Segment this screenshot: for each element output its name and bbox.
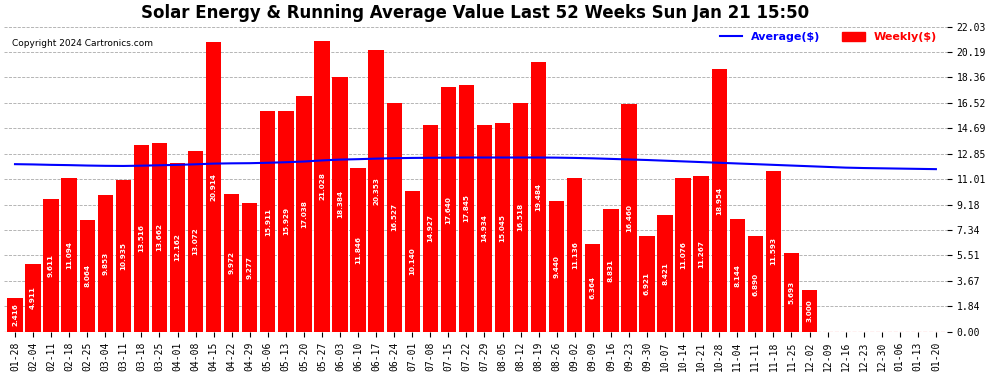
Text: 13.516: 13.516 [139,224,145,252]
Bar [603,209,619,332]
Bar [585,244,601,332]
Bar [747,236,763,332]
Bar [549,201,564,332]
Text: 20.353: 20.353 [373,177,379,205]
Text: 15.929: 15.929 [283,207,289,236]
Bar [26,264,41,332]
Bar [134,144,149,332]
Bar [423,125,438,332]
Text: 14.934: 14.934 [481,214,487,242]
Bar [657,215,673,332]
Bar [765,171,781,332]
Text: 18.954: 18.954 [716,186,723,214]
Text: 12.162: 12.162 [174,234,180,261]
Bar [333,77,347,332]
Text: 18.384: 18.384 [337,190,343,218]
Text: Copyright 2024 Cartronics.com: Copyright 2024 Cartronics.com [12,39,152,48]
Bar [224,194,240,332]
Text: 17.845: 17.845 [463,194,469,222]
Text: 15.911: 15.911 [264,207,271,236]
Bar [531,62,546,332]
Bar [458,85,474,332]
Bar [206,42,222,332]
Bar [712,69,727,332]
Text: 8.421: 8.421 [662,262,668,285]
Text: 6.890: 6.890 [752,273,758,296]
Bar [386,103,402,332]
Bar [567,177,582,332]
Bar [296,96,312,332]
Text: 13.072: 13.072 [193,227,199,255]
Text: 15.045: 15.045 [500,213,506,242]
Text: 14.927: 14.927 [428,214,434,242]
Bar [44,199,58,332]
Bar [784,253,799,332]
Text: 8.064: 8.064 [84,264,90,287]
Text: 19.484: 19.484 [536,183,542,211]
Text: 20.914: 20.914 [211,173,217,201]
Bar [495,123,510,332]
Bar [260,111,275,332]
Text: 16.460: 16.460 [626,204,632,232]
Text: 9.440: 9.440 [553,255,559,278]
Text: 6.364: 6.364 [590,276,596,299]
Bar [441,87,456,332]
Bar [405,191,420,332]
Bar [693,176,709,332]
Bar [350,168,365,332]
Bar [622,104,637,332]
Text: 9.972: 9.972 [229,251,235,274]
Title: Solar Energy & Running Average Value Last 52 Weeks Sun Jan 21 15:50: Solar Energy & Running Average Value Las… [142,4,810,22]
Bar [79,220,95,332]
Text: 8.144: 8.144 [735,264,741,287]
Text: 11.076: 11.076 [680,241,686,269]
Text: 9.611: 9.611 [49,254,54,277]
Bar [513,103,529,332]
Bar [61,178,77,332]
Bar [477,125,492,332]
Text: 10.935: 10.935 [121,242,127,270]
Text: 17.640: 17.640 [446,196,451,223]
Text: 16.518: 16.518 [518,203,524,231]
Text: 8.831: 8.831 [608,259,614,282]
Text: 9.277: 9.277 [247,256,252,279]
Bar [7,298,23,332]
Bar [170,163,185,332]
Text: 11.846: 11.846 [355,236,361,264]
Bar [278,111,293,332]
Text: 17.038: 17.038 [301,200,307,228]
Text: 11.267: 11.267 [698,240,704,268]
Bar [730,219,744,332]
Text: 16.527: 16.527 [391,203,397,231]
Text: 9.853: 9.853 [102,252,108,275]
Bar [675,178,691,332]
Bar [98,195,113,332]
Text: 2.416: 2.416 [12,304,18,327]
Bar [368,50,384,332]
Legend: Average($), Weekly($): Average($), Weekly($) [715,28,941,46]
Text: 11.593: 11.593 [770,237,776,266]
Bar [314,40,330,332]
Bar [116,180,131,332]
Bar [243,203,257,332]
Text: 3.000: 3.000 [807,300,813,322]
Bar [188,151,203,332]
Text: 21.028: 21.028 [319,172,325,200]
Bar [802,290,817,332]
Bar [151,142,167,332]
Text: 11.136: 11.136 [572,241,578,268]
Text: 4.911: 4.911 [30,286,36,309]
Text: 10.140: 10.140 [409,248,415,275]
Text: 11.094: 11.094 [66,241,72,269]
Text: 5.693: 5.693 [788,281,794,304]
Bar [640,236,654,332]
Text: 6.921: 6.921 [644,272,650,295]
Text: 13.662: 13.662 [156,223,162,251]
